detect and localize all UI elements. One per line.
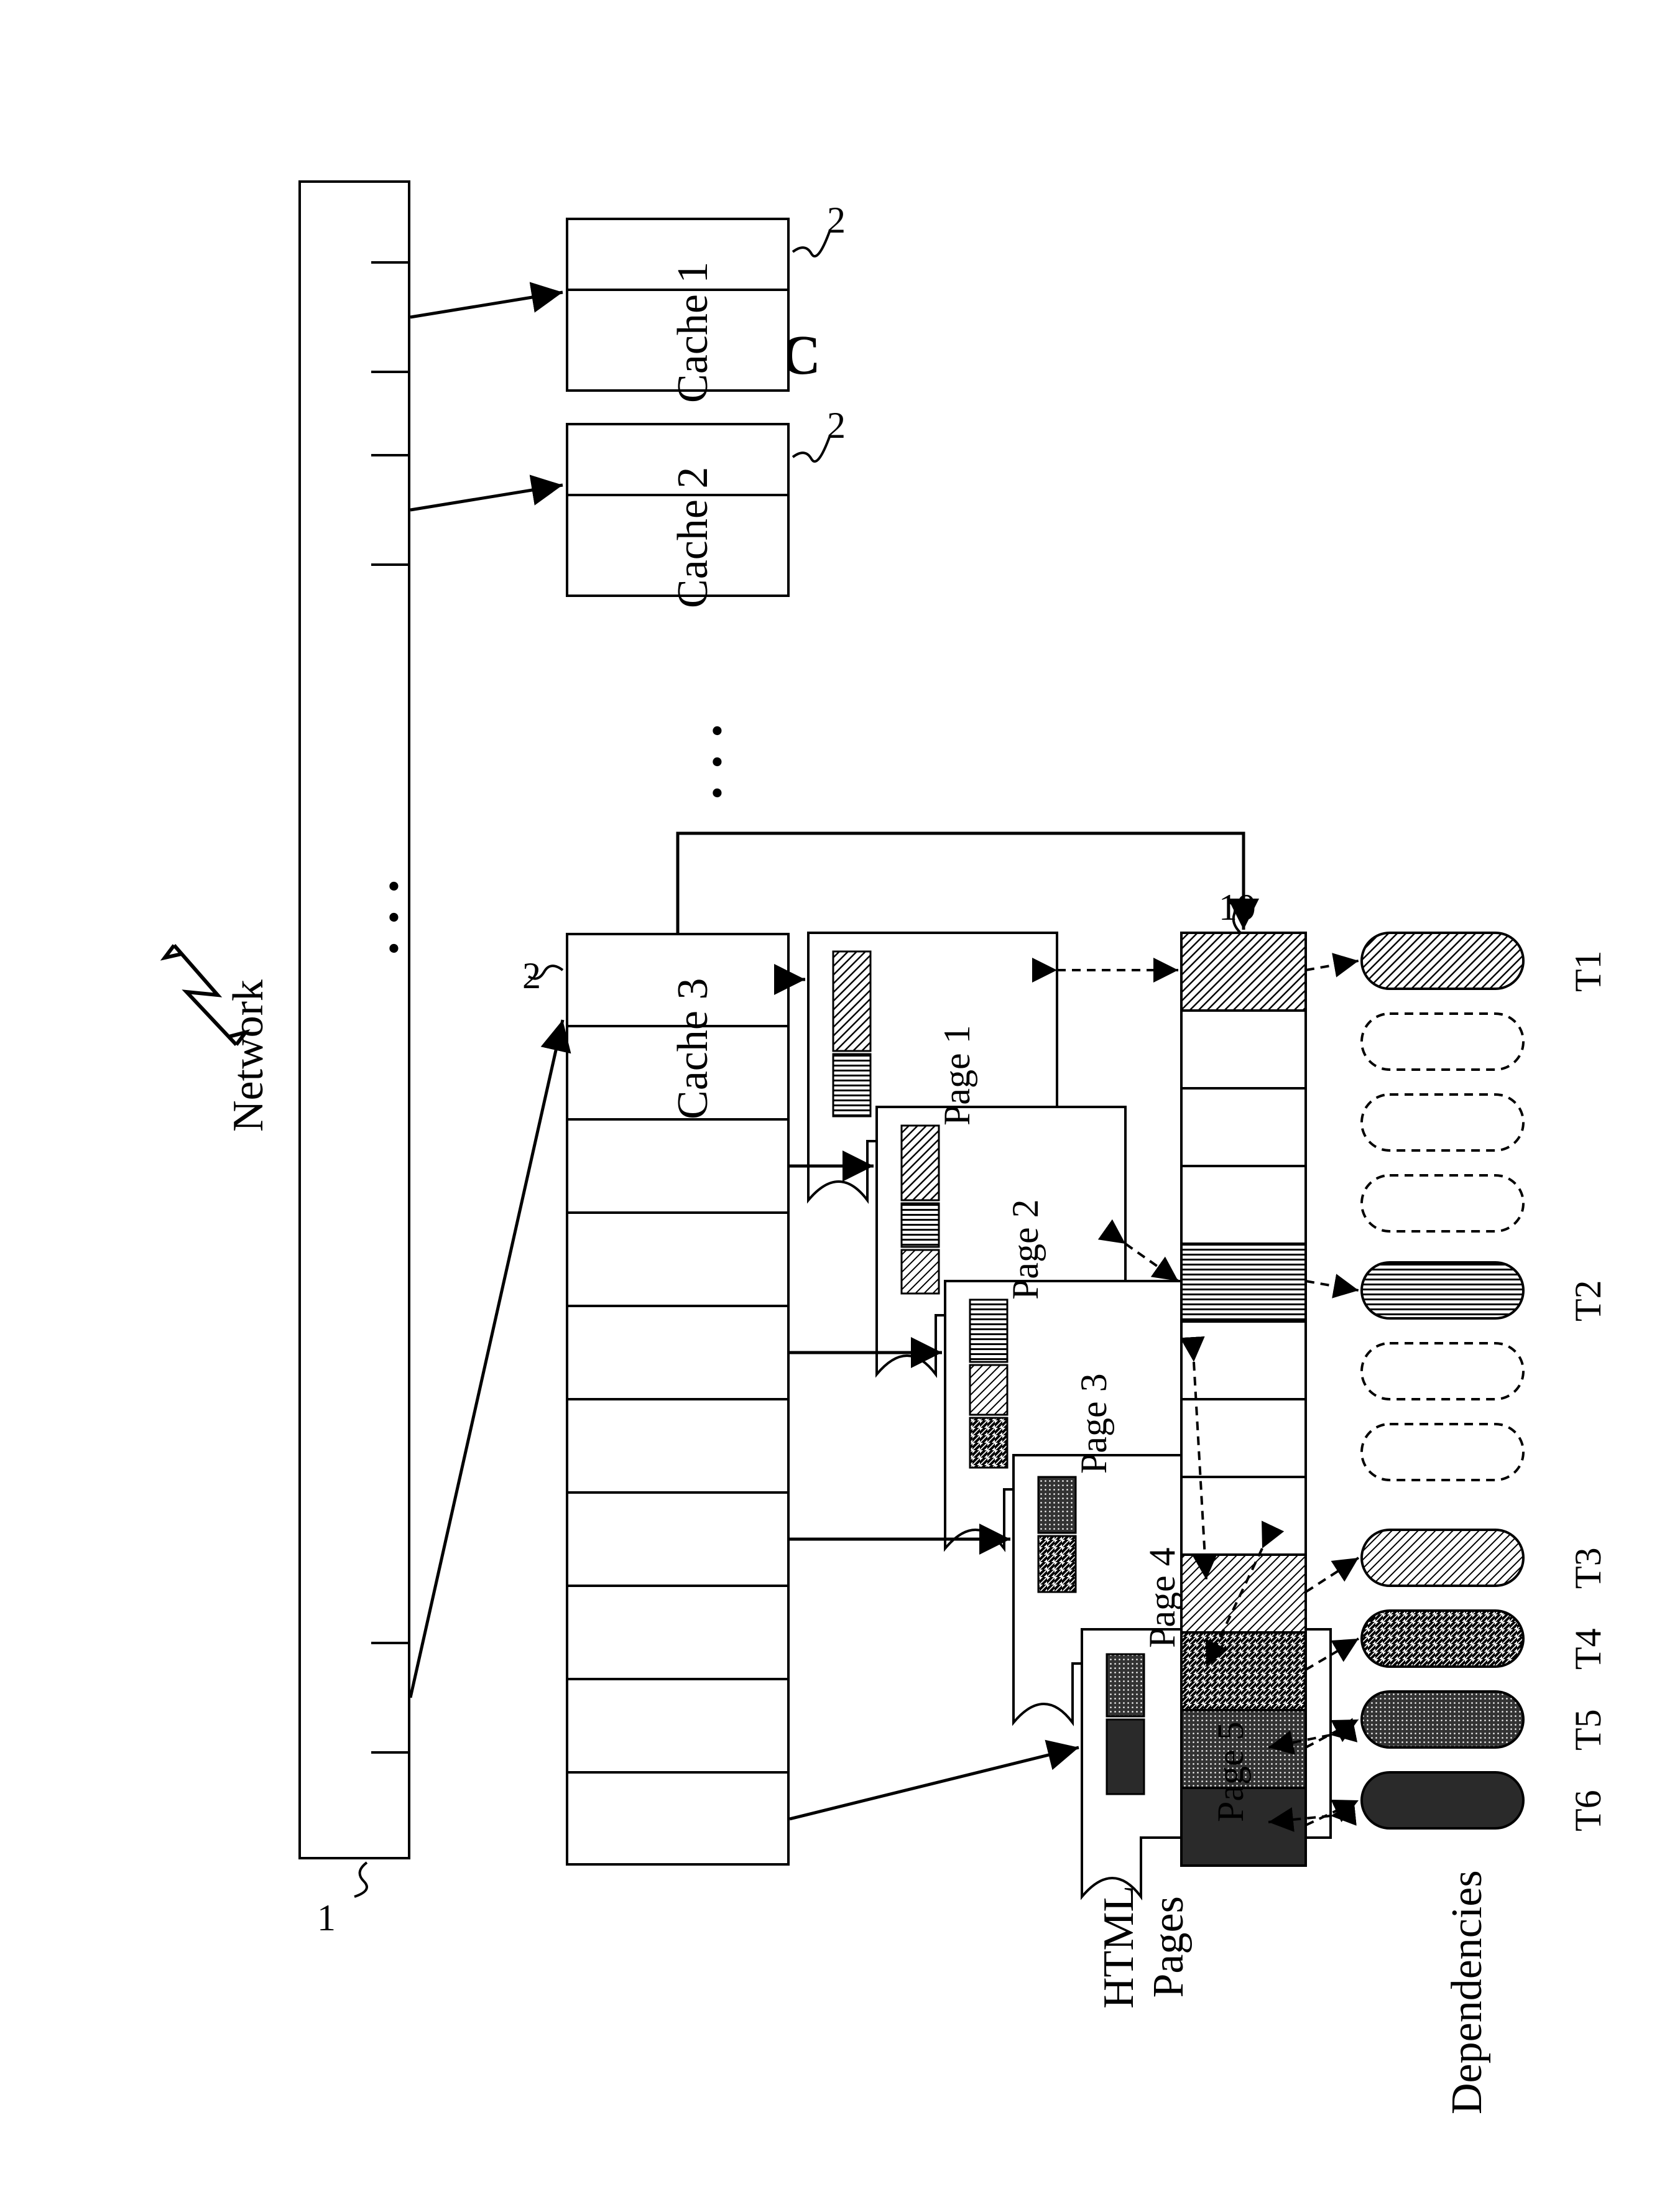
dep-t4	[1362, 1611, 1523, 1667]
arrow-bus-cache3	[410, 1020, 563, 1698]
dependencies-list	[1362, 933, 1523, 1828]
lead-2c	[529, 966, 563, 979]
lightning-icon	[165, 945, 246, 1045]
arrow-cache3-table19	[678, 833, 1244, 933]
page-2-label: Page 2	[1004, 1199, 1047, 1300]
dep-t6	[1362, 1772, 1523, 1828]
page-1-label: Page 1	[936, 1025, 979, 1126]
lead-2b	[793, 435, 830, 461]
svg-overlay	[25, 25, 1637, 2187]
arrow-bus-cache2	[410, 485, 563, 510]
lead-19	[1228, 902, 1240, 933]
lead-1	[354, 1863, 367, 1897]
dep-t3	[1362, 1530, 1523, 1586]
page-3-label: Page 3	[1073, 1373, 1115, 1474]
dep-t1	[1362, 933, 1523, 989]
arrow-bus-cache1	[410, 292, 563, 317]
arrow-c3-p5	[790, 1747, 1079, 1819]
page-5-label: Page 5	[1209, 1721, 1252, 1822]
dep-t1-label: T1	[1567, 950, 1610, 992]
dep-t3-label: T3	[1567, 1547, 1610, 1589]
dep-t4-label: T4	[1567, 1628, 1610, 1670]
dep-t2	[1362, 1262, 1523, 1318]
dep-t2-label: T2	[1567, 1280, 1610, 1321]
lead-2a	[793, 230, 830, 256]
dep-t5-label: T5	[1567, 1709, 1610, 1751]
dep-t6-label: T6	[1567, 1790, 1610, 1831]
dep-t5	[1362, 1691, 1523, 1747]
diagram-canvas: Fig. 1C Cache 1 Cache 2 Cache 3 Network …	[25, 25, 1637, 2187]
page-4-label: Page 4	[1141, 1547, 1184, 1648]
cache3-rows	[566, 1026, 790, 1772]
